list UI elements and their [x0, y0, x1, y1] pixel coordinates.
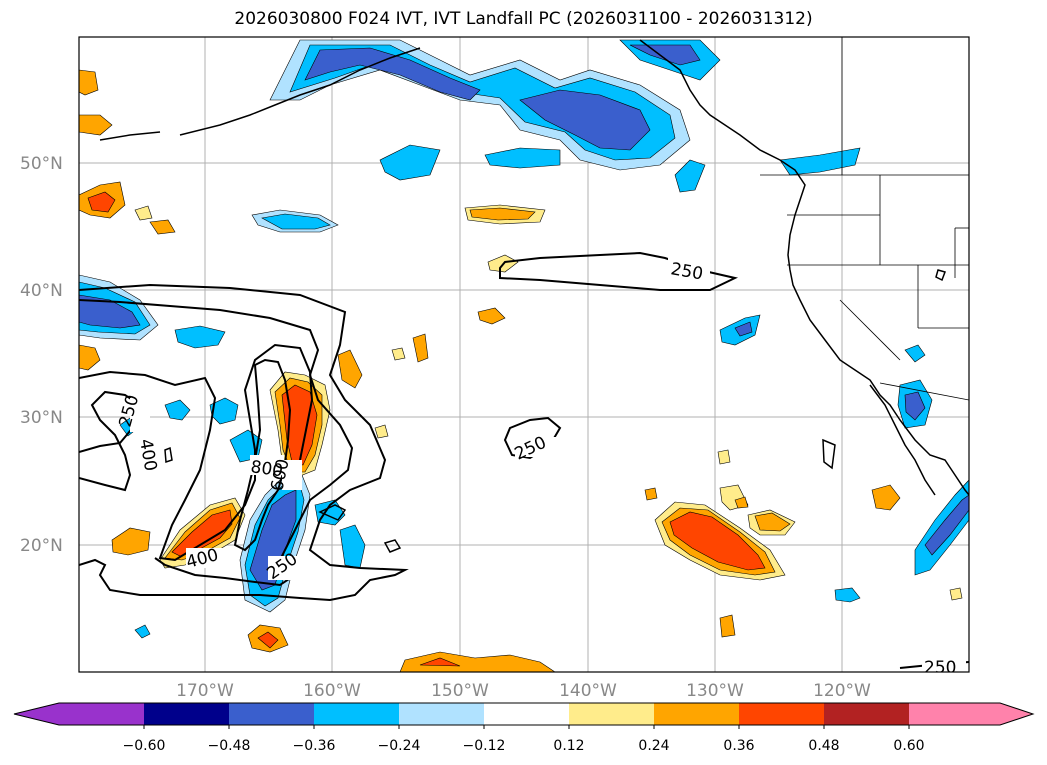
colorbar-tick-label: −0.12: [463, 738, 506, 754]
latitude-labels: 50°N 40°N 30°N 20°N: [20, 154, 63, 556]
lat-label-30n: 30°N: [20, 408, 63, 428]
colorbar-tick-label: 0.12: [553, 738, 584, 754]
lon-label-130w: 130°W: [686, 681, 744, 701]
negative-pc-regions: [79, 39, 969, 639]
lon-label-150w: 150°W: [431, 681, 489, 701]
map-title: 2026030800 F024 IVT, IVT Landfall PC (20…: [234, 9, 813, 29]
longitude-labels: 170°W 160°W 150°W 140°W 130°W 120°W: [176, 681, 871, 701]
contour-label-800: 800: [249, 457, 284, 481]
positive-pc-regions: [79, 69, 963, 672]
colorbar-tick-label: 0.48: [808, 738, 839, 754]
colorbar-tick-label: −0.36: [293, 738, 336, 754]
colorbar-cell: [909, 703, 1000, 725]
colorbar-tick-label: −0.24: [378, 738, 421, 754]
colorbar-cell: [59, 703, 144, 725]
lon-label-160w: 160°W: [303, 681, 361, 701]
map-area: 250 250 250 400 800 600 400 250 250: [79, 37, 969, 678]
lon-label-170w: 170°W: [176, 681, 234, 701]
colorbar-tick-label: 0.24: [638, 738, 669, 754]
colorbar: −0.60 −0.48 −0.36 −0.24 −0.12 0.12 0.24 0.36 0.4…: [13, 702, 1035, 754]
coastlines: [99, 39, 969, 553]
colorbar-tick-label: −0.48: [208, 738, 251, 754]
colorbar-cell: [144, 703, 229, 725]
map-frame: [78, 36, 970, 673]
lon-label-140w: 140°W: [559, 681, 617, 701]
colorbar-tick-label: 0.60: [893, 738, 924, 754]
colorbar-cell: [569, 703, 654, 725]
colorbar-cell: [399, 703, 484, 725]
colorbar-cell: [314, 703, 399, 725]
political-borders: [760, 37, 969, 401]
colorbar-extend-low: [14, 703, 59, 725]
lat-label-20n: 20°N: [20, 536, 63, 556]
colorbar-cell: [739, 703, 824, 725]
lon-label-120w: 120°W: [813, 681, 871, 701]
colorbar-tick-label: 0.36: [723, 738, 754, 754]
colorbar-cell: [824, 703, 909, 725]
lat-label-50n: 50°N: [20, 154, 63, 174]
lat-label-40n: 40°N: [20, 281, 63, 301]
colorbar-cell: [484, 703, 569, 725]
colorbar-tick-label: −0.60: [123, 738, 166, 754]
colorbar-cell: [654, 703, 739, 725]
contour-label-250-e: 250: [924, 658, 956, 678]
colorbar-extend-high: [1000, 703, 1033, 725]
colorbar-cell: [229, 703, 314, 725]
